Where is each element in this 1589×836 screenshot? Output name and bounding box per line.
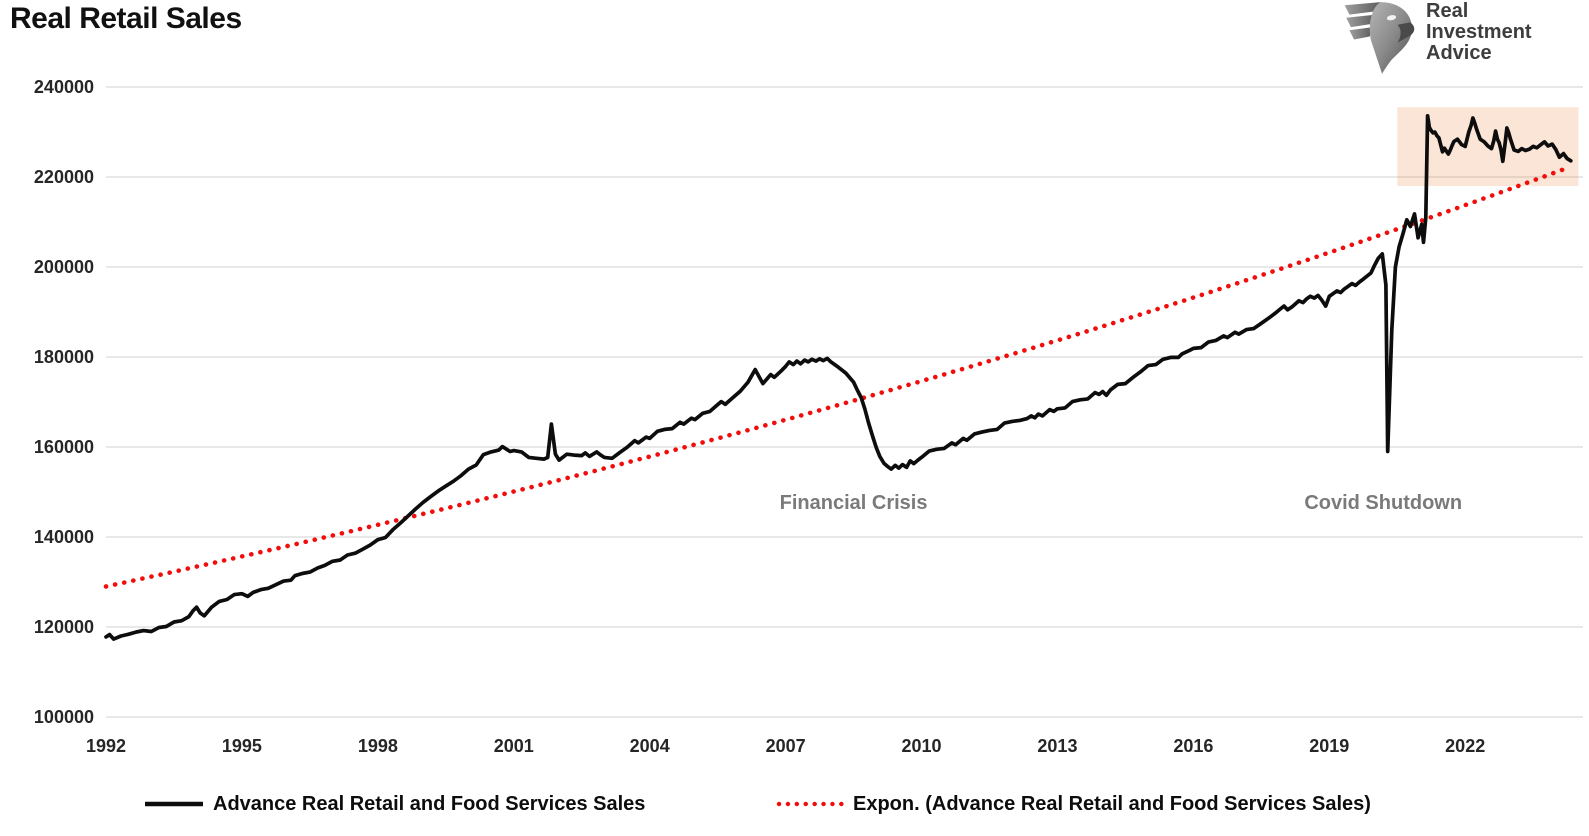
trend-line	[103, 165, 1570, 589]
y-tick-label: 220000	[34, 167, 94, 187]
page-title: Real Retail Sales	[10, 2, 242, 35]
logo-text-line1: Real	[1426, 0, 1469, 22]
x-tick-label: 2019	[1309, 736, 1349, 756]
solid-line-swatch	[145, 801, 203, 807]
eagle-logo-icon	[1344, 2, 1415, 74]
dotted-line-swatch	[776, 801, 845, 807]
legend-label-sales: Advance Real Retail and Food Services Sa…	[213, 792, 646, 815]
annotation-label: Financial Crisis	[780, 492, 928, 514]
sales-line	[104, 113, 1573, 641]
y-tick-label: 100000	[34, 707, 94, 727]
y-tick-label: 240000	[34, 77, 94, 97]
x-tick-label: 2022	[1445, 736, 1485, 756]
legend-item-trend: Expon. (Advance Real Retail and Food Ser…	[775, 789, 1371, 819]
y-tick-label: 120000	[34, 617, 94, 637]
legend-label-trend: Expon. (Advance Real Retail and Food Ser…	[853, 792, 1371, 815]
x-tick-label: 1995	[222, 736, 262, 756]
x-tick-label: 2016	[1173, 736, 1213, 756]
x-tick-label: 2010	[901, 736, 941, 756]
x-tick-label: 1998	[358, 736, 398, 756]
y-tick-label: 140000	[34, 527, 94, 547]
logo-text-line3: Advice	[1426, 42, 1492, 64]
annotation-label: Covid Shutdown	[1304, 492, 1462, 514]
x-tick-label: 1992	[86, 736, 126, 756]
y-tick-label: 180000	[34, 347, 94, 367]
legend-item-sales: Advance Real Retail and Food Services Sa…	[143, 789, 645, 819]
ria-logo: Real Investment Advice	[1340, 0, 1532, 76]
x-tick-label: 2007	[766, 736, 806, 756]
chart-legend: Advance Real Retail and Food Services Sa…	[0, 789, 1589, 819]
logo-text-line2: Investment	[1426, 21, 1532, 43]
logo-text: Real Investment Advice	[1426, 0, 1532, 64]
y-tick-label: 200000	[34, 257, 94, 277]
x-tick-label: 2004	[630, 736, 670, 756]
y-tick-label: 160000	[34, 437, 94, 457]
x-tick-label: 2013	[1037, 736, 1077, 756]
x-tick-label: 2001	[494, 736, 534, 756]
